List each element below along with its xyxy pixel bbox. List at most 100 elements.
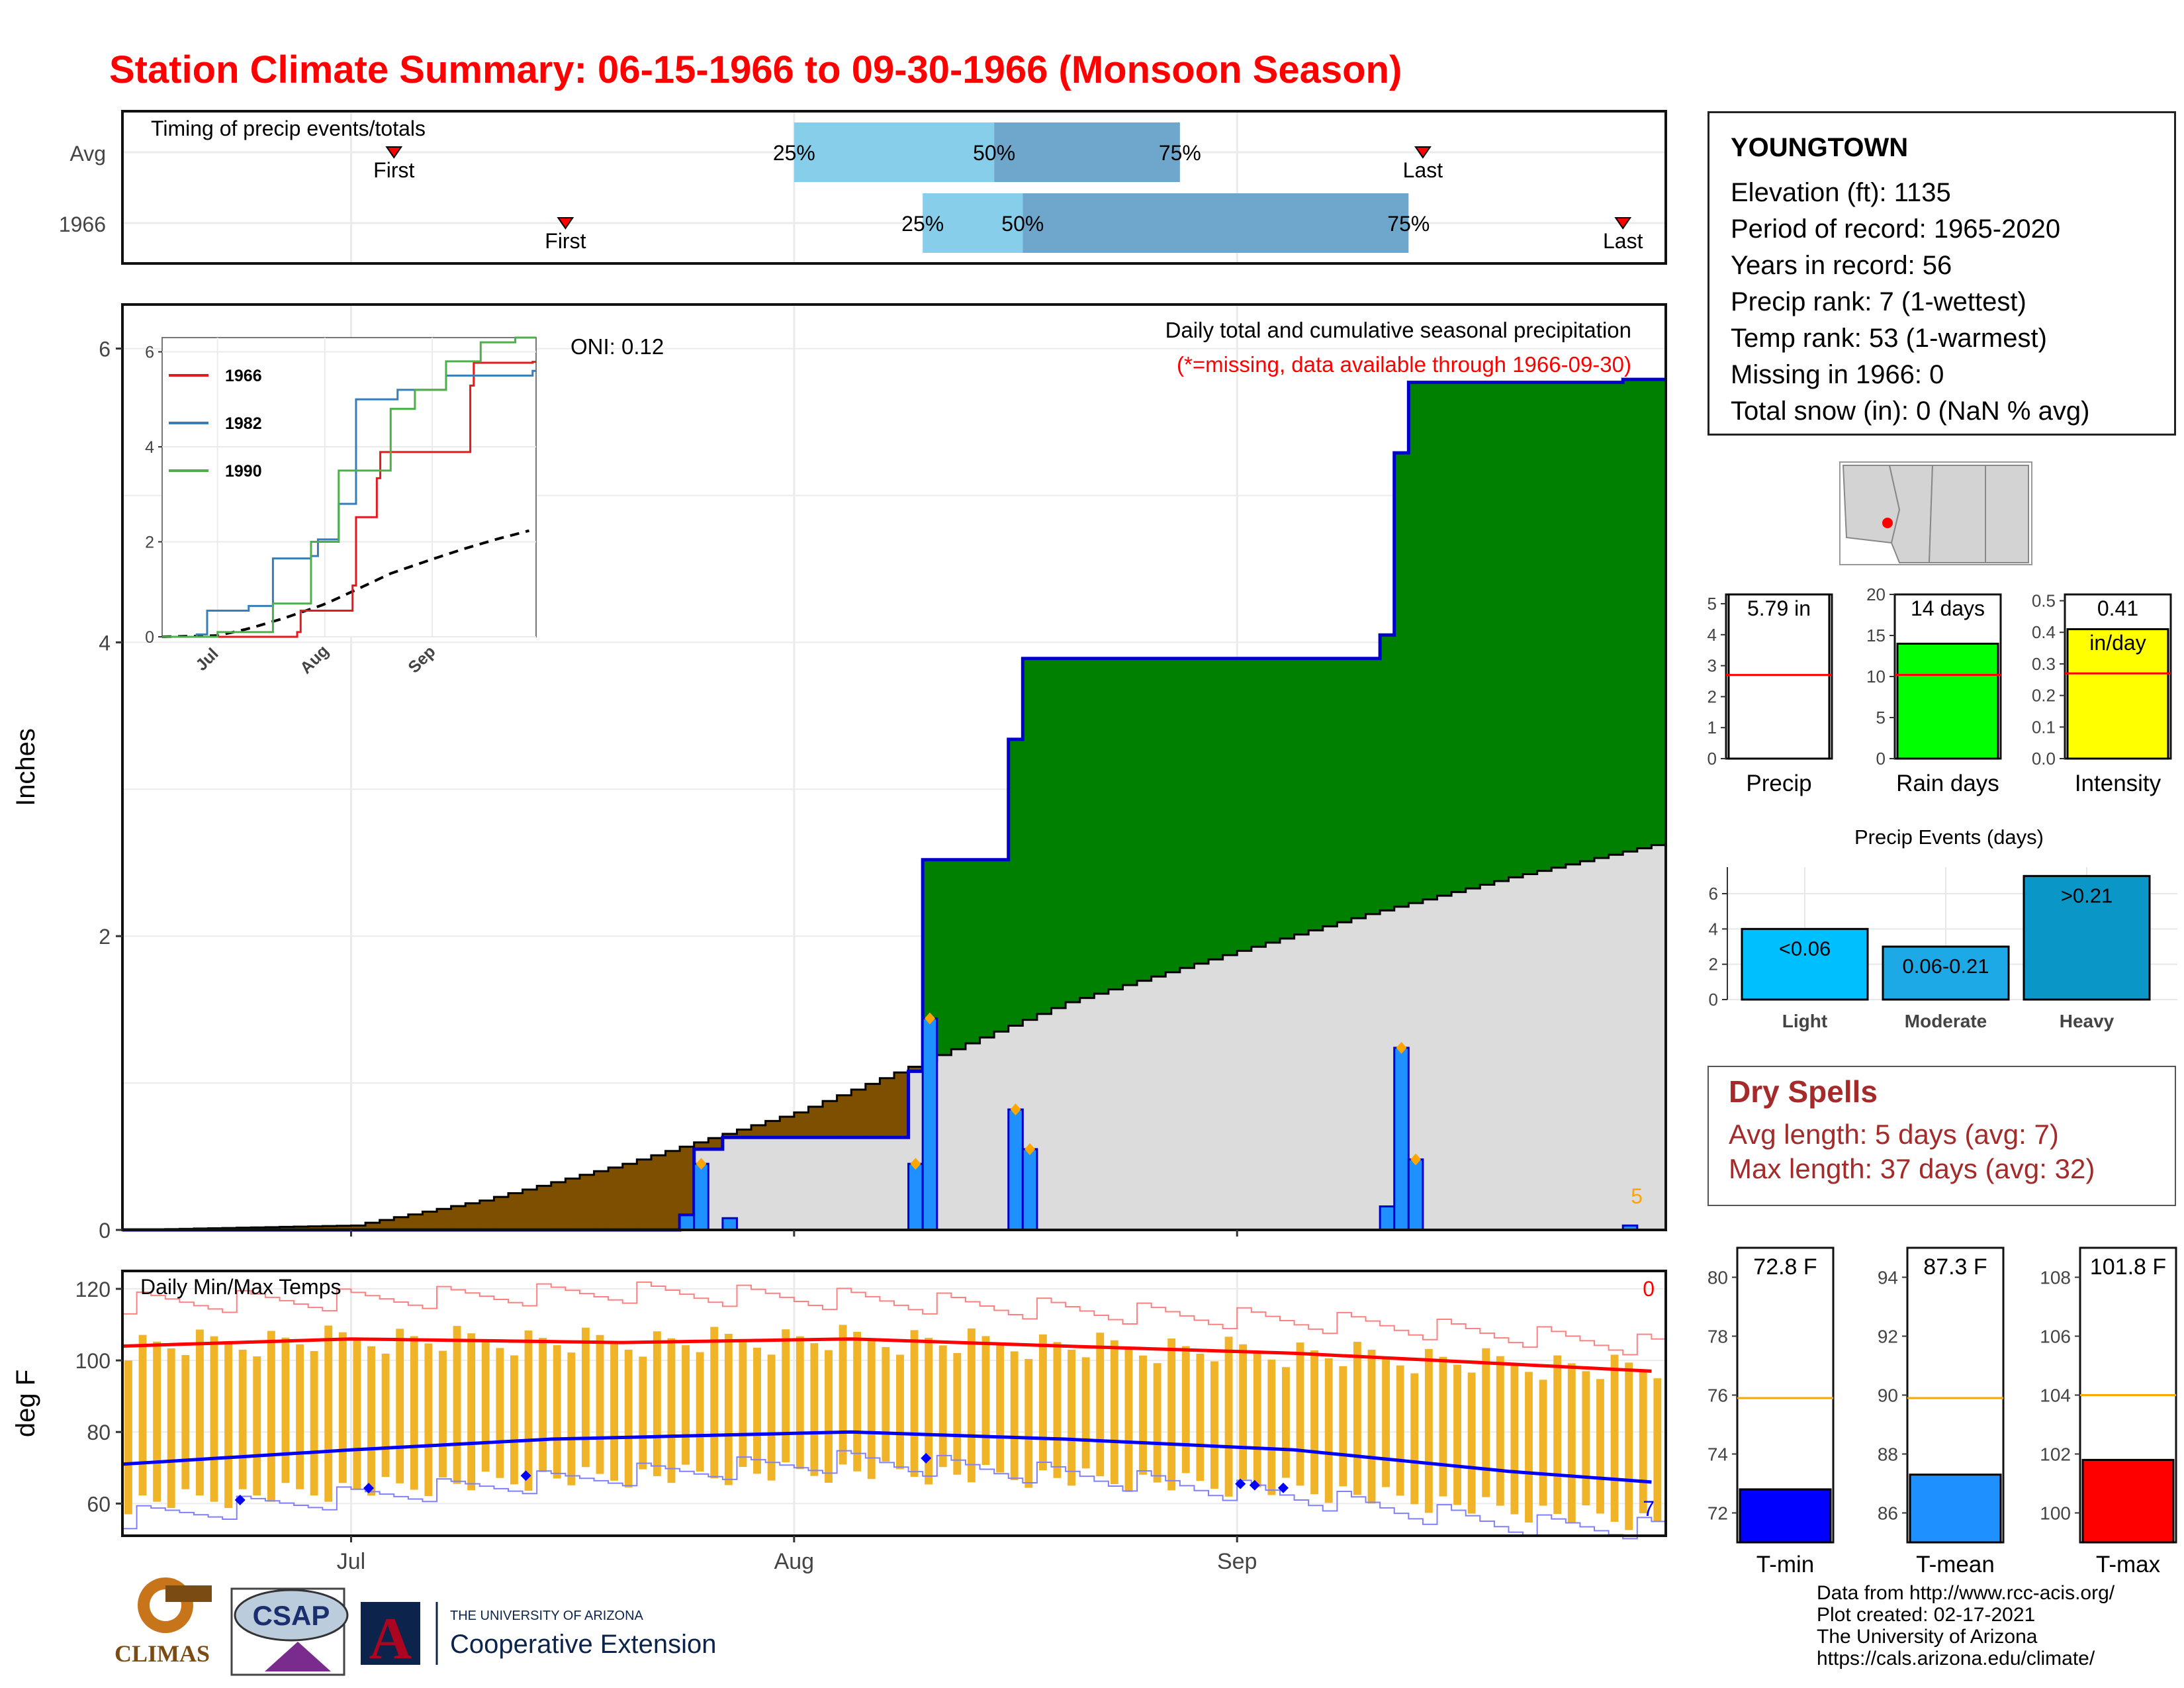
mini-panel-label: Intensity <box>2075 771 2161 796</box>
daily-temp-range-bar <box>439 1350 447 1477</box>
precip-average-slice <box>880 1137 895 1230</box>
precip-anomaly-slice <box>1023 658 1038 1020</box>
mini-panel-label: Precip <box>1746 771 1811 796</box>
daily-temp-range-bar <box>1539 1380 1547 1506</box>
precip-average-slice <box>1380 910 1395 1230</box>
mini-value-text: 5.79 in <box>1747 596 1811 620</box>
map-state-ca <box>1842 465 1901 544</box>
precip-anomaly-slice <box>1480 382 1495 885</box>
timing-box-lower <box>794 122 995 182</box>
precip-anomaly-slice <box>1294 658 1309 935</box>
events-y-tick-label: 0 <box>1709 990 1718 1009</box>
daily-temp-range-bar <box>1024 1358 1033 1488</box>
mini-y-tick-label: 1 <box>1707 718 1717 737</box>
daily-temp-range-bar <box>581 1327 590 1468</box>
daily-precip-bar <box>721 1217 738 1231</box>
daily-temp-range-bar <box>1167 1338 1176 1491</box>
daily-temp-range-bar <box>1596 1379 1604 1514</box>
daily-temp-range-bar <box>424 1343 433 1497</box>
daily-temp-range-bar <box>1510 1364 1519 1515</box>
daily-temp-range-bar <box>967 1328 976 1483</box>
station-missing: Missing in 1966: 0 <box>1731 360 1944 389</box>
mini-y-tick-label: 0 <box>1707 749 1717 769</box>
daily-temp-range-bar <box>724 1333 733 1485</box>
precip-anomaly-slice <box>894 1072 909 1138</box>
mini-y-tick-label: 5 <box>1707 594 1717 614</box>
mini-y-tick-label: 0.2 <box>2032 686 2056 706</box>
station-name: YOUNGTOWN <box>1731 133 1909 162</box>
record-low-marker <box>234 1494 246 1505</box>
station-elevation: Elevation (ft): 1135 <box>1731 178 1951 207</box>
daily-temp-range-bar <box>839 1325 847 1465</box>
daily-temp-range-bar <box>153 1341 161 1502</box>
precip-anomaly-slice <box>465 1203 480 1230</box>
daily-temp-range-bar <box>739 1340 747 1468</box>
daily-temp-range-bar <box>1410 1373 1419 1505</box>
mini-value-bar <box>1727 593 1831 760</box>
timing-panel: Timing of precip events/totals Avg 1966 … <box>59 110 1667 265</box>
daily-temp-range-bar <box>953 1352 962 1475</box>
inset-series-line <box>162 336 536 638</box>
precip-average-slice <box>1179 968 1195 1230</box>
precip-average-slice <box>751 1137 766 1230</box>
precip-anomaly-slice <box>1365 658 1381 914</box>
events-y-tick-label: 6 <box>1709 884 1718 904</box>
heavy-precip-marker <box>1410 1153 1422 1166</box>
mini-y-tick-label: 10 <box>1866 667 1886 686</box>
precip-average-slice <box>1408 903 1424 1230</box>
temperature-summary-panels: 72.8 F 72 74 76 78 80 T-min 87.3 F 86 88 90 92 94 T-m… <box>1707 1246 2177 1577</box>
precip-anomaly-slice <box>765 1121 780 1138</box>
precip-anomaly-slice <box>1094 658 1109 994</box>
temp-summary-bar <box>1739 1488 1832 1544</box>
precip-anomaly-slice <box>579 1174 595 1230</box>
temp-summary-label: T-max <box>2096 1552 2161 1577</box>
timing-last-marker <box>1414 146 1432 159</box>
daily-precip-bar <box>1393 1047 1410 1231</box>
csap-logo-cloud <box>234 1589 349 1642</box>
precip-note: (*=missing, data available through 1966-… <box>1177 352 1631 377</box>
record-low-marker <box>1249 1479 1260 1491</box>
daily-temp-range-bar <box>1396 1365 1404 1496</box>
precip-average-slice <box>951 1049 966 1230</box>
mini-value-bar <box>1896 642 1999 760</box>
temp-summary-y-tick-label: 74 <box>1707 1444 1728 1465</box>
daily-temp-range-bar <box>825 1350 833 1483</box>
daily-temp-range-bar <box>195 1329 204 1496</box>
precip-average-slice <box>1351 918 1367 1230</box>
events-category-label: Heavy <box>2060 1011 2115 1031</box>
daily-temp-range-bar <box>1439 1356 1447 1497</box>
mini-y-tick-label: 3 <box>1707 656 1717 676</box>
climas-logo: CLIMAS <box>114 1577 212 1667</box>
mini-value-text: 0.41 <box>2097 596 2138 620</box>
precip-average-slice <box>837 1137 852 1230</box>
temp-summary-y-tick-label: 90 <box>1878 1385 1898 1406</box>
daily-temp-range-bar <box>1310 1350 1319 1495</box>
precip-average-slice <box>1437 896 1452 1230</box>
precip-anomaly-slice <box>665 1150 680 1230</box>
precip-average-slice <box>1551 867 1567 1230</box>
precip-average-slice <box>994 1031 1009 1230</box>
season-totals-panels: 5.79 in 0 1 2 3 4 5 Precip 14 days 0 5 10 15 20 Rain d… <box>1707 585 2172 796</box>
precip-anomaly-slice <box>1280 658 1295 939</box>
precip-anomaly-slice <box>1465 382 1480 889</box>
heavy-precip-marker <box>1024 1143 1036 1155</box>
daily-temp-range-bar <box>667 1338 676 1483</box>
precip-anomaly-slice <box>408 1214 424 1230</box>
daily-temp-range-bar <box>1267 1359 1276 1495</box>
precip-average-slice <box>780 1137 795 1230</box>
temp-count-low: 7 <box>1643 1497 1655 1521</box>
daily-temp-range-bar <box>1324 1358 1333 1503</box>
precip-anomaly-slice <box>1008 739 1023 1026</box>
daily-temp-range-bar <box>1582 1371 1590 1506</box>
daily-temp-range-bar <box>224 1342 233 1509</box>
mini-y-tick-label: 15 <box>1866 626 1886 645</box>
daily-temp-range-bar <box>167 1348 175 1509</box>
precip-anomaly-slice <box>1651 379 1666 845</box>
precip-anomaly-slice <box>565 1178 580 1230</box>
precip-ticks: 0 2 4 6 <box>99 338 1238 1243</box>
precip-average-slice <box>894 1137 909 1230</box>
precip-anomaly-slice <box>437 1209 452 1230</box>
precip-anomaly-slice <box>1608 382 1623 855</box>
record-low-marker <box>1235 1478 1246 1489</box>
precip-anomaly-slice <box>1408 382 1424 904</box>
